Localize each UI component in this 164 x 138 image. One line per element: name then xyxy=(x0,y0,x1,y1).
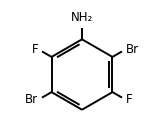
Text: F: F xyxy=(32,43,38,56)
Text: Br: Br xyxy=(126,43,139,56)
Text: Br: Br xyxy=(25,93,38,106)
Text: NH₂: NH₂ xyxy=(71,11,93,24)
Text: F: F xyxy=(126,93,132,106)
